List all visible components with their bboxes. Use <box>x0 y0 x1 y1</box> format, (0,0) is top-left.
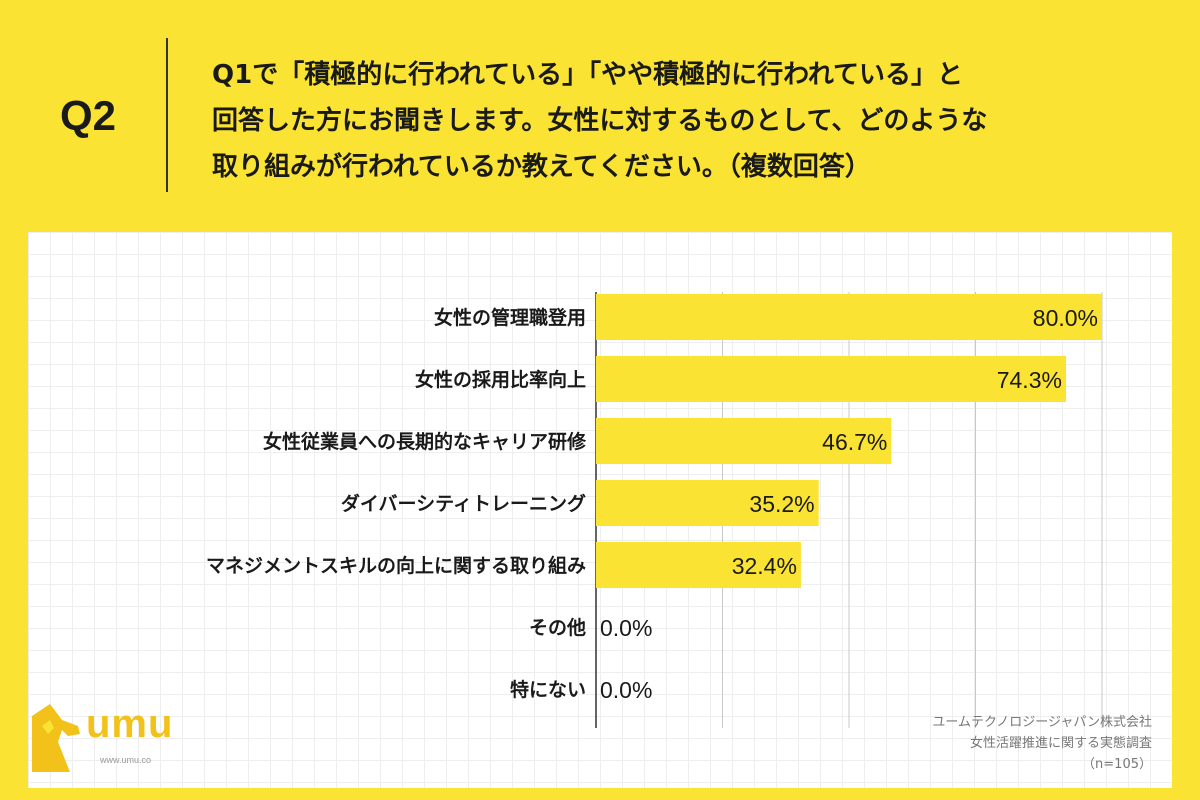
category-label: その他 <box>529 616 586 639</box>
data-label: 35.2% <box>749 491 814 517</box>
logo-text: umu <box>86 702 174 746</box>
question-line: Q1で「積極的に行われている」「やや積極的に行われている」と <box>212 60 964 90</box>
data-label: 0.0% <box>600 615 652 641</box>
bar <box>596 542 801 588</box>
data-label: 74.3% <box>997 367 1062 393</box>
bar <box>596 294 1102 340</box>
bar <box>596 356 1066 402</box>
logo-url: www.umu.co <box>100 755 152 765</box>
data-label: 46.7% <box>822 429 887 455</box>
data-label: 32.4% <box>732 553 797 579</box>
source-sample: （n=105） <box>1082 757 1152 772</box>
question-number: Q2 <box>60 92 117 139</box>
source-survey: 女性活躍推進に関する実態調査 <box>969 736 1152 751</box>
category-label: 特にない <box>510 679 586 701</box>
bar <box>596 480 819 526</box>
question-line: 回答した方にお聞きします。女性に対するものとして、どのような <box>212 106 988 136</box>
umu-logo-icon <box>32 704 80 772</box>
bar <box>596 418 892 464</box>
category-label: 女性の採用比率向上 <box>415 368 586 391</box>
question-text: Q1で「積極的に行われている」「やや積極的に行われている」と 回答した方にお聞き… <box>212 52 1172 190</box>
data-label: 0.0% <box>600 677 652 703</box>
source-note: ユームテクノロジージャパン株式会社 女性活躍推進に関する実態調査 （n=105） <box>932 712 1152 775</box>
category-label: 女性従業員への長期的なキャリア研修 <box>263 430 587 453</box>
category-label: マネジメントスキルの向上に関する取り組み <box>206 554 586 577</box>
data-label: 80.0% <box>1033 305 1098 331</box>
source-company: ユームテクノロジージャパン株式会社 <box>932 715 1152 730</box>
category-label: 女性の管理職登用 <box>434 306 586 329</box>
bar-chart: 女性の管理職登用 80.0% 女性の採用比率向上 74.3% 女性従業員への長期的なキャ… <box>206 292 1103 728</box>
category-label: ダイバーシティトレーニング <box>341 492 586 515</box>
question-divider <box>166 38 168 192</box>
question-line: 取り組みが行われているか教えてください。（複数回答） <box>212 152 871 182</box>
chart-panel: 女性の管理職登用 80.0% 女性の採用比率向上 74.3% 女性従業員への長期的なキャ… <box>28 232 1172 788</box>
